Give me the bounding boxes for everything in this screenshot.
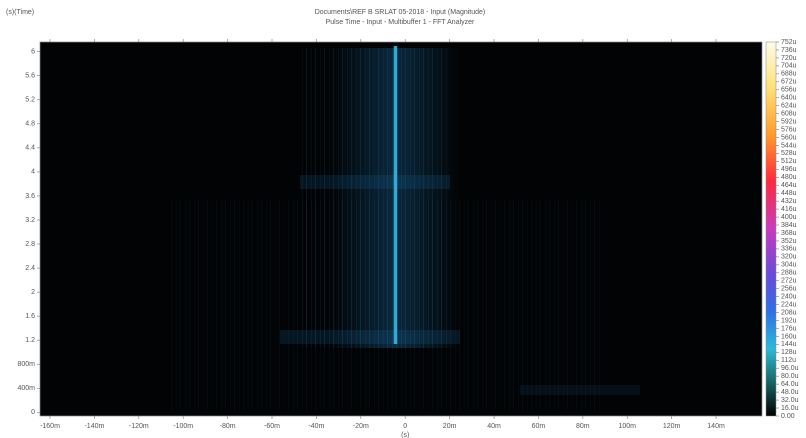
colorbar-tick-label: 736u	[781, 47, 797, 54]
colorbar-tick-label: 480u	[781, 174, 797, 181]
colorbar-tick-label: 496u	[781, 166, 797, 173]
x-tick-label: 80m	[576, 423, 590, 430]
y-tick-label: 400m	[17, 385, 35, 392]
y-tick-label: 4	[31, 169, 35, 176]
colorbar-tick-label: 336u	[781, 246, 797, 253]
y-tick-label: 1.2	[25, 337, 35, 344]
x-tick-label: -100m	[173, 423, 193, 430]
colorbar-tick-label: 544u	[781, 142, 797, 149]
colorbar-tick-label: 640u	[781, 95, 797, 102]
colorbar-tick-label: 560u	[781, 134, 797, 141]
colorbar-tick-label: 608u	[781, 110, 797, 117]
colorbar-tick-label: 96.0u	[781, 365, 799, 372]
colorbar-tick-label: 448u	[781, 190, 797, 197]
colorbar-tick-label: 128u	[781, 349, 797, 356]
x-tick-label: 100m	[618, 423, 636, 430]
colorbar-tick-label: 48.0u	[781, 389, 799, 396]
x-tick-label: -80m	[220, 423, 236, 430]
x-tick-label: 20m	[443, 423, 457, 430]
colorbar-tick-label: 720u	[781, 55, 797, 62]
x-axis-label: (s)	[401, 432, 409, 438]
colorbar-tick-label: 272u	[781, 278, 797, 285]
colorbar-tick-label: 64.0u	[781, 381, 799, 388]
colorbar	[766, 42, 776, 416]
y-axis-label: (s)(Time)	[6, 9, 34, 16]
x-tick-label: 0	[403, 423, 407, 430]
y-tick-label: 1.6	[25, 313, 35, 320]
colorbar-tick-label: 528u	[781, 150, 797, 157]
colorbar-tick-label: 672u	[781, 79, 797, 86]
chart-title: Documents\REF B SRLAT 05-2018 - Input (M…	[315, 9, 486, 16]
y-tick-label: 2	[31, 289, 35, 296]
colorbar-tick-label: 656u	[781, 87, 797, 94]
colorbar-tick-label: 256u	[781, 286, 797, 293]
y-tick-label: 4.8	[25, 121, 35, 128]
colorbar-tick-label: 624u	[781, 103, 797, 110]
x-tick-label: -120m	[129, 423, 149, 430]
colorbar-tick-label: 368u	[781, 230, 797, 237]
x-tick-label: -20m	[353, 423, 369, 430]
x-tick-label: 60m	[532, 423, 546, 430]
colorbar-tick-label: 16.0u	[781, 405, 799, 412]
y-tick-label: 5.2	[25, 97, 35, 104]
colorbar-tick-label: 752u	[781, 39, 797, 46]
colorbar-tick-label: 224u	[781, 301, 797, 308]
x-tick-label: 140m	[707, 423, 725, 430]
colorbar-tick-label: 688u	[781, 71, 797, 78]
colorbar-tick-label: 320u	[781, 254, 797, 261]
colorbar-tick-label: 464u	[781, 182, 797, 189]
colorbar-tick-label: 112u	[781, 357, 796, 364]
colorbar-tick-label: 192u	[781, 317, 797, 324]
colorbar-tick-label: 176u	[781, 325, 797, 332]
y-tick-label: 0	[31, 409, 35, 416]
y-tick-label: 3.2	[25, 217, 35, 224]
colorbar-tick-label: 0.00	[781, 413, 795, 420]
chart: Documents\REF B SRLAT 05-2018 - Input (M…	[0, 0, 806, 438]
colorbar-tick-label: 160u	[781, 333, 797, 340]
colorbar-tick-label: 416u	[781, 206, 797, 213]
x-tick-label: -60m	[264, 423, 280, 430]
x-tick-label: 120m	[663, 423, 681, 430]
x-tick-label: -140m	[84, 423, 104, 430]
colorbar-tick-label: 240u	[781, 293, 797, 300]
colorbar-tick-label: 384u	[781, 222, 797, 229]
x-tick-label: -160m	[40, 423, 60, 430]
colorbar-tick-label: 432u	[781, 198, 797, 205]
colorbar-tick-label: 512u	[781, 158, 797, 165]
y-tick-label: 4.4	[25, 145, 35, 152]
colorbar-tick-label: 32.0u	[781, 397, 799, 404]
x-tick-label: -40m	[308, 423, 324, 430]
colorbar-tick-label: 304u	[781, 262, 797, 269]
y-tick-label: 2.4	[25, 265, 35, 272]
colorbar-tick-label: 352u	[781, 238, 797, 245]
colorbar-tick-label: 704u	[781, 63, 797, 70]
colorbar-tick-label: 576u	[781, 126, 797, 133]
y-tick-label: 3.6	[25, 193, 35, 200]
colorbar-tick-label: 80.0u	[781, 373, 799, 380]
colorbar-tick-label: 144u	[781, 341, 797, 348]
colorbar-tick-label: 400u	[781, 214, 797, 221]
x-tick-label: 40m	[487, 423, 501, 430]
colorbar-tick-label: 288u	[781, 270, 797, 277]
chart-subtitle: Pulse Time - Input - Multibuffer 1 - FFT…	[326, 19, 475, 26]
y-tick-label: 6	[31, 48, 35, 55]
colorbar-tick-label: 208u	[781, 309, 797, 316]
y-tick-label: 2.8	[25, 241, 35, 248]
colorbar-tick-label: 592u	[781, 118, 797, 125]
y-tick-label: 5.6	[25, 73, 35, 80]
y-tick-label: 800m	[17, 361, 35, 368]
